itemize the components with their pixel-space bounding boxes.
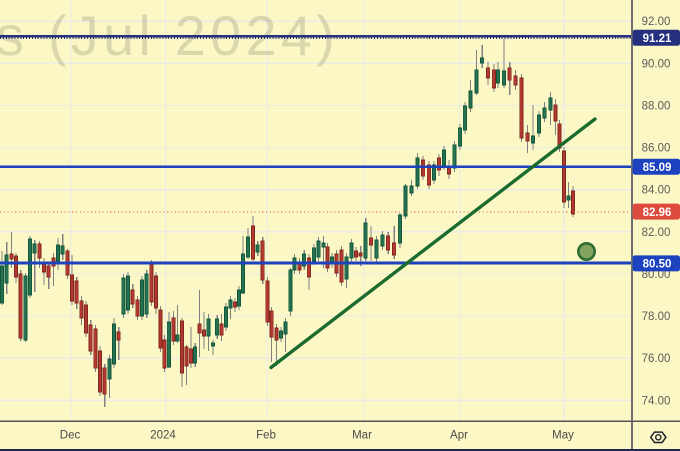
svg-text:91.21: 91.21 — [643, 33, 672, 45]
svg-text:78.00: 78.00 — [642, 311, 671, 323]
svg-text:80.50: 80.50 — [643, 259, 672, 271]
svg-text:86.00: 86.00 — [642, 143, 671, 155]
svg-text:76.00: 76.00 — [642, 353, 671, 365]
svg-text:85.09: 85.09 — [643, 162, 672, 174]
svg-text:Mar: Mar — [352, 430, 372, 442]
svg-text:Dec: Dec — [60, 430, 81, 442]
svg-text:Apr: Apr — [450, 430, 468, 442]
svg-text:92.00: 92.00 — [642, 16, 671, 28]
svg-text:May: May — [552, 430, 574, 442]
svg-text:Feb: Feb — [256, 430, 276, 442]
svg-text:90.00: 90.00 — [642, 58, 671, 70]
svg-text:88.00: 88.00 — [642, 100, 671, 112]
svg-text:84.00: 84.00 — [642, 185, 671, 197]
svg-text:82.96: 82.96 — [643, 207, 672, 219]
svg-text:82.00: 82.00 — [642, 227, 671, 239]
svg-text:74.00: 74.00 — [642, 395, 671, 407]
svg-text:80.00: 80.00 — [642, 269, 671, 281]
svg-text:2024: 2024 — [150, 430, 176, 442]
